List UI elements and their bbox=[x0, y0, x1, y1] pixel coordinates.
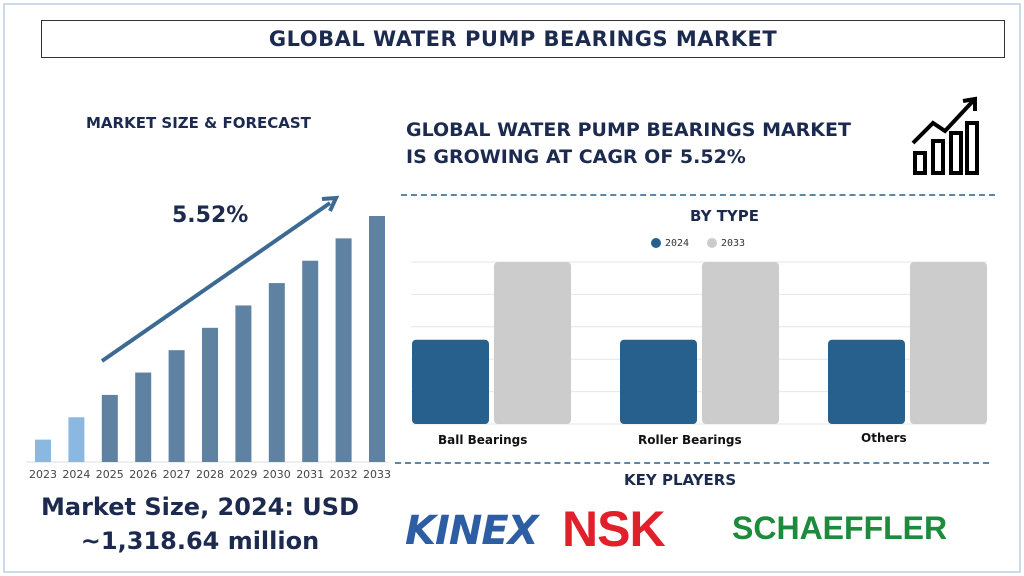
bar bbox=[35, 439, 51, 462]
x-tick-label: 2028 bbox=[196, 468, 224, 481]
divider bbox=[395, 462, 989, 464]
legend-swatch bbox=[707, 238, 717, 248]
x-tick-label: 2033 bbox=[363, 468, 391, 481]
x-tick-label: 2025 bbox=[96, 468, 124, 481]
footer-line2: ~1,318.64 million bbox=[80, 527, 320, 555]
bar bbox=[168, 350, 185, 462]
category-label: Ball Bearings bbox=[438, 433, 528, 447]
legend-2033: 2033 bbox=[707, 238, 745, 249]
x-tick-label: 2029 bbox=[229, 468, 257, 481]
nsk-logo: NSK bbox=[562, 501, 666, 557]
cagr-annotation: 5.52% bbox=[172, 203, 249, 228]
bar bbox=[101, 394, 118, 462]
divider bbox=[401, 194, 995, 196]
market-size-footer: Market Size, 2024: USD ~1,318.64 million bbox=[0, 490, 400, 558]
bar bbox=[335, 238, 352, 462]
bar bbox=[268, 283, 285, 462]
bar bbox=[910, 262, 987, 424]
legend-label: 2033 bbox=[721, 238, 746, 249]
x-tick-label: 2026 bbox=[129, 468, 157, 481]
kinex-logo: KINEX bbox=[405, 508, 539, 554]
category-label: Roller Bearings bbox=[638, 433, 742, 447]
by-type-heading: BY TYPE bbox=[690, 207, 760, 225]
bar bbox=[135, 372, 152, 462]
category-label: Others bbox=[861, 431, 907, 445]
growth-chart-icon bbox=[911, 96, 979, 175]
x-tick-label: 2031 bbox=[296, 468, 324, 481]
bar bbox=[235, 305, 252, 462]
arrow-head bbox=[321, 195, 340, 212]
bar bbox=[494, 262, 571, 424]
x-tick-label: 2027 bbox=[163, 468, 191, 481]
bar bbox=[620, 339, 697, 424]
footer-line1: Market Size, 2024: USD bbox=[40, 493, 359, 521]
legend-swatch bbox=[651, 238, 661, 248]
headline: GLOBAL WATER PUMP BEARINGS MARKET IS GRO… bbox=[406, 117, 851, 171]
key-players-heading: KEY PLAYERS bbox=[624, 471, 737, 489]
x-tick-label: 2024 bbox=[62, 468, 90, 481]
bar bbox=[412, 339, 489, 424]
bar bbox=[369, 216, 385, 462]
legend-label: 2024 bbox=[665, 238, 690, 249]
bar bbox=[702, 262, 779, 424]
bar bbox=[68, 417, 85, 462]
bar bbox=[202, 327, 218, 462]
x-tick-label: 2032 bbox=[330, 468, 358, 481]
legend-2024: 2024 bbox=[651, 238, 689, 249]
page-title: GLOBAL WATER PUMP BEARINGS MARKET bbox=[41, 20, 1005, 58]
schaeffler-logo: SCHAEFFLER bbox=[732, 510, 948, 546]
x-tick-label: 2030 bbox=[263, 468, 291, 481]
headline-line1: GLOBAL WATER PUMP BEARINGS MARKET bbox=[406, 119, 851, 141]
x-tick-label: 2023 bbox=[29, 468, 57, 481]
market-size-heading: MARKET SIZE & FORECAST bbox=[86, 114, 311, 132]
trend-arrow bbox=[100, 201, 332, 363]
bar bbox=[302, 260, 319, 462]
headline-line2: IS GROWING AT CAGR OF 5.52% bbox=[406, 146, 746, 168]
bar bbox=[828, 339, 905, 424]
page-frame bbox=[3, 3, 1021, 573]
